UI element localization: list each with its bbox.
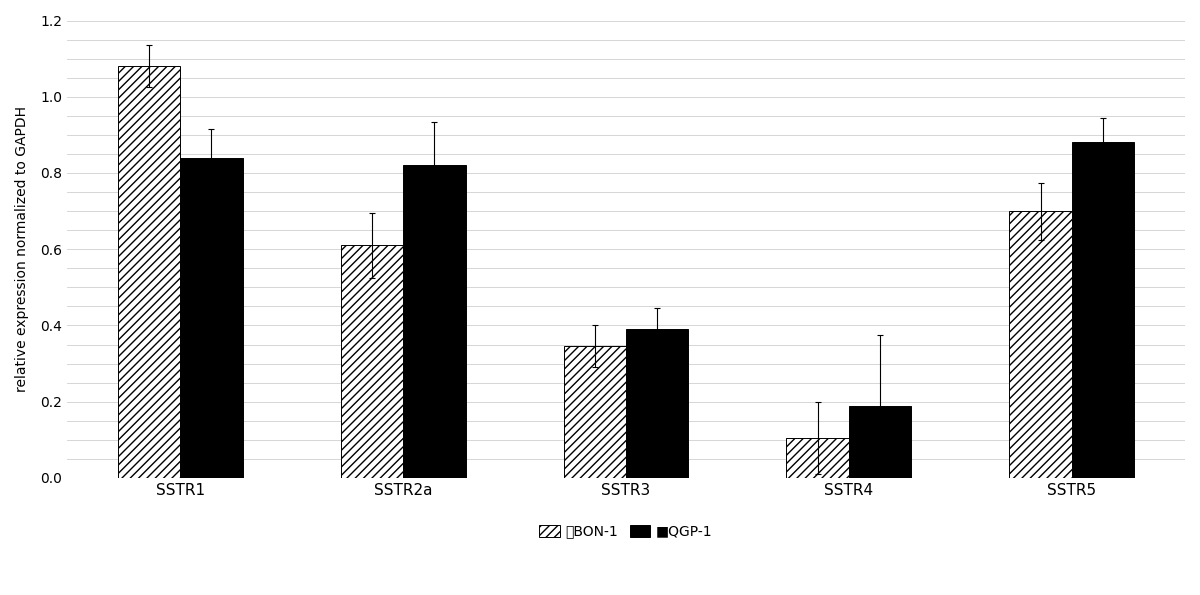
Bar [118,66,180,478]
Bar [1072,142,1134,478]
Bar [786,438,848,478]
Y-axis label: relative expression normalized to GAPDH: relative expression normalized to GAPDH [16,107,29,392]
Bar [341,245,403,478]
Bar [403,165,466,478]
Bar [848,406,911,478]
Bar [626,329,689,478]
Bar [564,346,626,478]
Bar [180,158,242,478]
Bar [1009,211,1072,478]
Legend: ⨽BON-1, ■QGP-1: ⨽BON-1, ■QGP-1 [534,519,718,544]
